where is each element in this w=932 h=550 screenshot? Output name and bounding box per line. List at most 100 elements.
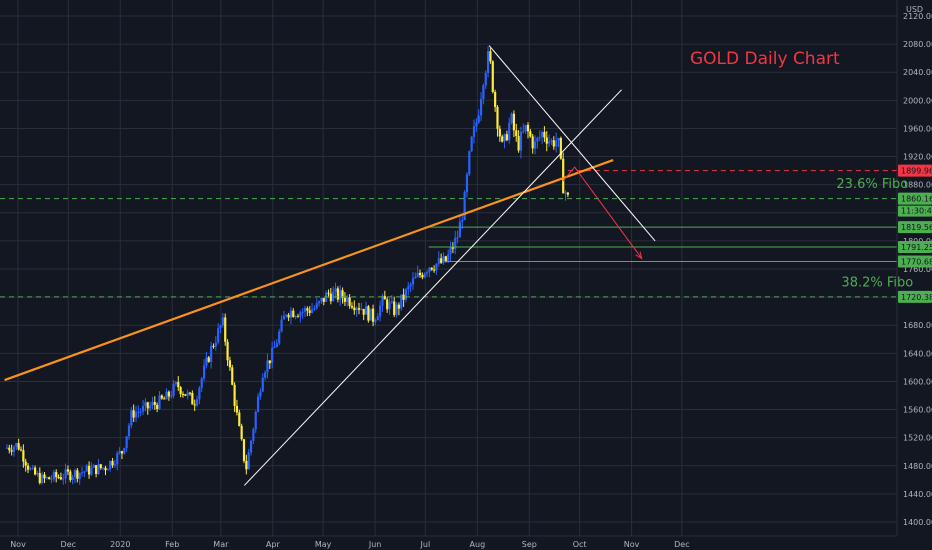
candle-body <box>207 357 210 362</box>
candle-body <box>449 247 452 255</box>
candle-body <box>109 460 112 470</box>
candle-body <box>343 297 347 302</box>
candle-body <box>540 131 544 137</box>
price-tick-label: 1680.00 <box>903 321 932 330</box>
candle-body <box>451 247 454 249</box>
candle-body <box>184 394 187 396</box>
candle-body <box>364 306 368 315</box>
price-tick-label: 2040.00 <box>903 68 932 77</box>
time-tick-label: Dec <box>61 540 76 549</box>
time-axis[interactable]: Nov Dec 2020 Feb Mar Apr May Jun Jul Aug Sep Oct Nov… <box>0 535 932 550</box>
candle-body <box>531 136 534 149</box>
candle-body <box>423 273 426 278</box>
candle-body <box>266 360 269 373</box>
candle-body <box>34 467 37 475</box>
price-tick-label: 1560.00 <box>903 406 932 415</box>
trendlines <box>4 45 656 486</box>
candle-body <box>254 411 257 430</box>
trendline-falling-resistance <box>488 45 656 242</box>
candle-body <box>562 158 565 194</box>
candle-body <box>268 360 271 364</box>
time-ticks: Nov Dec 2020 Feb Mar Apr May Jun Jul Aug Sep Oct Nov… <box>10 540 689 549</box>
candle-body <box>141 405 145 412</box>
candle-body <box>470 136 473 152</box>
candle-body <box>95 465 98 475</box>
candle-body <box>163 398 166 400</box>
candle-body <box>73 470 77 478</box>
annotations: 23.6% Fibo 38.2% Fibo <box>836 177 913 290</box>
candle-body <box>458 221 462 238</box>
candle-body <box>325 292 328 302</box>
candle-body <box>545 137 548 144</box>
candle-body <box>202 365 206 379</box>
candle-body <box>454 237 457 249</box>
candle-body <box>282 315 285 320</box>
candle-body <box>299 312 302 317</box>
candle-body <box>8 447 11 451</box>
candle-body <box>5 447 9 449</box>
candle-body <box>519 131 523 151</box>
candle-body <box>503 134 506 142</box>
candle-body <box>198 387 201 400</box>
candle-body <box>219 325 222 329</box>
time-tick-label: Jun <box>368 540 382 549</box>
candle-body <box>301 311 304 313</box>
candle-body <box>425 272 429 274</box>
candle-body <box>294 316 297 318</box>
candle-body <box>238 412 241 426</box>
candle-body <box>106 469 109 471</box>
price-tick-label: 1600.00 <box>903 377 932 386</box>
candle-body <box>440 258 443 263</box>
candle-body <box>134 411 138 418</box>
candle-body <box>118 451 121 454</box>
candle-body <box>557 138 560 141</box>
candle-body <box>226 341 229 361</box>
price-levels <box>0 170 897 298</box>
candle-body <box>212 345 215 347</box>
candle-body <box>529 131 532 137</box>
countdown-tag <box>898 205 932 217</box>
candle-body <box>165 391 168 400</box>
candle-body <box>186 392 189 396</box>
candle-body <box>550 140 553 142</box>
candle-body <box>111 460 114 466</box>
candle-body <box>242 439 246 461</box>
candle-body <box>369 308 372 321</box>
time-axis-background <box>0 536 932 550</box>
candle-body <box>564 192 567 194</box>
candle-body <box>444 256 447 262</box>
candle-body <box>113 464 117 466</box>
candle-body <box>217 328 220 343</box>
candle-body <box>437 258 440 264</box>
candle-body <box>362 308 365 315</box>
candle-body <box>418 272 422 276</box>
candle-body <box>435 263 438 271</box>
candle-body <box>498 128 501 137</box>
candle-body <box>524 124 527 132</box>
candle-body <box>303 308 307 312</box>
candle-body <box>388 302 391 310</box>
candle-body <box>289 310 293 318</box>
candle-body <box>261 377 264 392</box>
candle-body <box>80 472 84 474</box>
price-axis[interactable]: USD 1400.00 1440.00 1480.00 1520.00 1560.00 1… <box>896 0 932 550</box>
candle-body <box>158 395 161 410</box>
candle-body <box>69 471 72 481</box>
price-level-label: 1791.25 <box>901 243 932 252</box>
candle-body <box>153 402 156 405</box>
candle-body <box>144 402 147 406</box>
candle-body <box>43 474 46 479</box>
time-tick-label: May <box>315 540 332 549</box>
candle-body <box>132 410 135 418</box>
candle-body <box>484 72 487 86</box>
time-tick-label: 2020 <box>110 540 130 549</box>
candle-body <box>45 477 48 479</box>
candle-body <box>19 449 23 451</box>
candle-body <box>379 305 382 317</box>
candle-body <box>15 443 18 447</box>
candle-body <box>334 288 337 292</box>
candle-body <box>374 320 377 322</box>
candle-body <box>322 297 325 302</box>
candle-body <box>533 141 537 149</box>
